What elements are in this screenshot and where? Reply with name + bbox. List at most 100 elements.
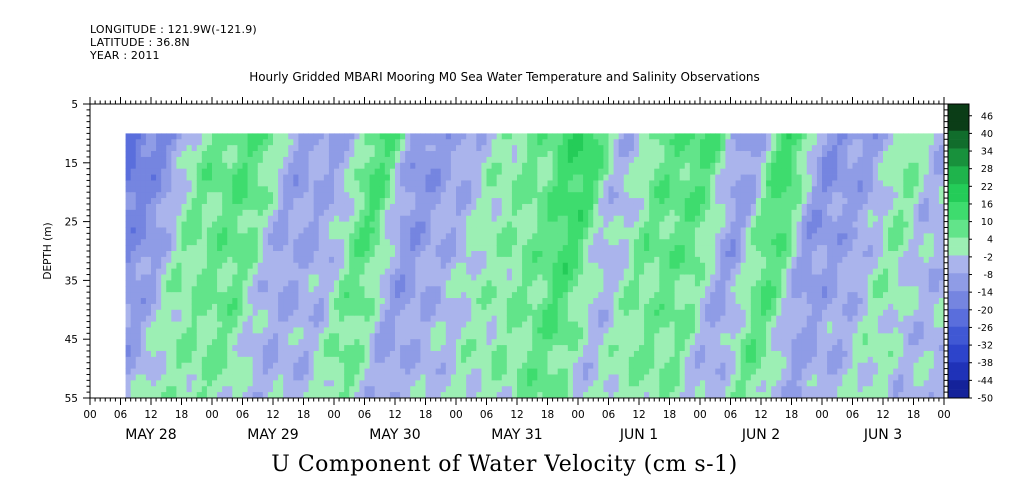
heatmap-cell xyxy=(171,221,177,228)
heatmap-cell xyxy=(232,227,238,234)
heatmap-cell xyxy=(135,133,142,140)
heatmap-cell xyxy=(206,239,213,246)
heatmap-cell xyxy=(552,350,559,358)
heatmap-cell xyxy=(567,280,574,287)
heatmap-cell xyxy=(227,315,233,322)
heatmap-cell xyxy=(567,368,574,375)
heatmap-cell xyxy=(476,168,482,175)
heatmap-cell xyxy=(303,292,309,299)
heatmap-cell xyxy=(572,151,579,158)
heatmap-cell xyxy=(496,162,503,170)
heatmap-cell xyxy=(501,145,508,152)
heatmap-cell xyxy=(151,333,157,340)
heatmap-cell xyxy=(359,303,365,311)
heatmap-cell xyxy=(273,133,279,140)
heatmap-cell xyxy=(684,356,691,364)
heatmap-cell xyxy=(171,345,177,352)
heatmap-cell xyxy=(628,350,635,358)
heatmap-cell xyxy=(613,350,620,358)
heatmap-cell xyxy=(257,362,264,369)
heatmap-cell xyxy=(410,239,416,246)
heatmap-cell xyxy=(593,362,599,369)
heatmap-cell xyxy=(522,386,528,393)
heatmap-cell xyxy=(389,186,396,193)
heatmap-cell xyxy=(517,192,523,199)
heatmap-cell xyxy=(384,333,391,340)
heatmap-cell xyxy=(303,274,309,281)
heatmap-cell xyxy=(298,221,304,228)
heatmap-cell xyxy=(608,133,614,140)
heatmap-cell xyxy=(252,392,259,399)
heatmap-cell xyxy=(450,233,457,240)
heatmap-cell xyxy=(176,345,182,352)
heatmap-cell xyxy=(664,286,670,293)
heatmap-cell xyxy=(572,392,579,399)
heatmap-cell xyxy=(532,374,538,381)
heatmap-cell xyxy=(572,333,579,340)
heatmap-cell xyxy=(603,251,609,258)
heatmap-cell xyxy=(664,233,670,240)
heatmap-cell xyxy=(135,350,142,358)
heatmap-cell xyxy=(659,356,665,364)
heatmap-cell xyxy=(618,233,625,240)
heatmap-cell xyxy=(130,162,137,170)
heatmap-cell xyxy=(379,151,386,158)
heatmap-cell xyxy=(511,168,518,175)
heatmap-cell xyxy=(217,168,223,175)
heatmap-cell xyxy=(664,209,670,217)
heatmap-cell xyxy=(603,298,609,305)
heatmap-cell xyxy=(578,268,584,275)
heatmap-cell xyxy=(384,315,391,322)
heatmap-cell xyxy=(395,162,401,170)
heatmap-cell xyxy=(456,380,462,387)
heatmap-cell xyxy=(237,133,243,140)
heatmap-cell xyxy=(578,339,584,346)
heatmap-cell xyxy=(567,251,574,258)
heatmap-cell xyxy=(501,168,508,175)
heatmap-cell xyxy=(633,268,640,275)
heatmap-cell xyxy=(242,174,248,181)
heatmap-cell xyxy=(384,356,391,364)
heatmap-cell xyxy=(476,245,482,252)
heatmap-cell xyxy=(328,274,335,281)
heatmap-cell xyxy=(262,168,269,175)
heatmap-cell xyxy=(191,274,198,281)
heatmap-cell xyxy=(395,262,401,270)
heatmap-cell xyxy=(430,280,437,287)
heatmap-cell xyxy=(151,339,157,346)
heatmap-cell xyxy=(644,374,650,381)
heatmap-cell xyxy=(171,309,177,317)
heatmap-cell xyxy=(181,333,187,340)
heatmap-cell xyxy=(471,309,477,317)
heatmap-cell xyxy=(288,268,294,275)
heatmap-cell xyxy=(262,356,269,364)
heatmap-cell xyxy=(354,256,360,264)
heatmap-cell xyxy=(354,268,360,275)
heatmap-cell xyxy=(359,256,365,264)
heatmap-cell xyxy=(415,198,421,205)
heatmap-cell xyxy=(237,221,243,228)
heatmap-cell xyxy=(567,374,574,381)
heatmap-cell xyxy=(476,256,482,264)
heatmap-cell xyxy=(562,133,569,140)
heatmap-cell xyxy=(298,245,304,252)
heatmap-cell xyxy=(349,333,355,340)
heatmap-cell xyxy=(517,262,523,270)
heatmap-cell xyxy=(420,162,426,170)
heatmap-cell xyxy=(684,309,691,317)
heatmap-cell xyxy=(511,262,518,270)
heatmap-cell xyxy=(206,392,213,399)
heatmap-cell xyxy=(628,139,635,146)
heatmap-cell xyxy=(125,333,132,340)
heatmap-cell xyxy=(323,309,330,317)
heatmap-cell xyxy=(328,192,335,199)
heatmap-cell xyxy=(242,233,248,240)
heatmap-cell xyxy=(608,156,614,164)
heatmap-cell xyxy=(405,162,411,170)
heatmap-cell xyxy=(486,280,492,287)
heatmap-cell xyxy=(247,392,254,399)
heatmap-cell xyxy=(679,215,686,222)
heatmap-cell xyxy=(288,203,294,211)
heatmap-cell xyxy=(247,386,254,393)
